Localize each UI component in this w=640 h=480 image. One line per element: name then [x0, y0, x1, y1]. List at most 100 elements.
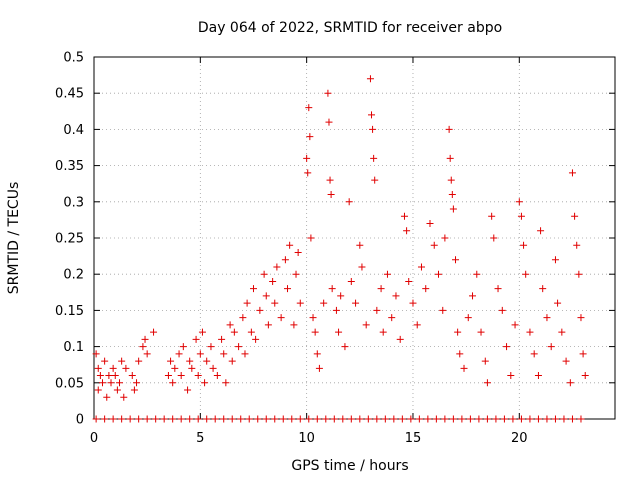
data-point	[92, 350, 100, 358]
data-point	[120, 393, 128, 401]
data-point	[241, 350, 249, 358]
baseline-point	[228, 415, 236, 423]
data-point	[169, 379, 177, 387]
data-point	[335, 328, 343, 336]
data-point	[490, 234, 498, 242]
data-point	[188, 364, 196, 372]
data-point	[118, 357, 126, 365]
data-point	[239, 314, 247, 322]
baseline-point	[568, 415, 576, 423]
baseline-point	[254, 415, 262, 423]
data-point	[547, 343, 555, 351]
y-tick-label: 0	[76, 413, 84, 428]
data-point	[520, 241, 528, 249]
data-point	[522, 270, 530, 278]
baseline-point	[237, 415, 245, 423]
data-point	[113, 386, 121, 394]
data-point	[139, 343, 147, 351]
data-point	[94, 364, 102, 372]
data-point	[207, 343, 215, 351]
data-point	[373, 306, 381, 314]
data-point	[571, 212, 579, 220]
x-tick-label: 0	[90, 431, 98, 446]
data-point	[447, 176, 455, 184]
baseline-point	[364, 415, 372, 423]
data-point	[573, 241, 581, 249]
data-point	[388, 314, 396, 322]
baseline-point	[356, 415, 364, 423]
data-point	[539, 285, 547, 293]
data-point	[313, 350, 321, 358]
data-point	[337, 292, 345, 300]
baseline-point	[432, 415, 440, 423]
data-point	[454, 328, 462, 336]
y-tick-label: 0.05	[55, 376, 84, 391]
x-tick-label: 20	[511, 431, 528, 446]
data-point	[409, 299, 417, 307]
chart-title: Day 064 of 2022, SRMTID for receiver abp…	[198, 20, 502, 36]
data-point	[167, 357, 175, 365]
baseline-point	[441, 415, 449, 423]
data-point	[434, 270, 442, 278]
data-point	[281, 256, 289, 264]
data-point	[503, 343, 511, 351]
data-point	[247, 328, 255, 336]
data-point	[273, 263, 281, 271]
data-point	[220, 350, 228, 358]
data-point	[175, 350, 183, 358]
data-point	[362, 321, 370, 329]
data-point	[222, 379, 230, 387]
baseline-point	[109, 415, 117, 423]
data-points	[92, 75, 589, 423]
data-point	[213, 372, 221, 380]
baseline-point	[398, 415, 406, 423]
data-point	[286, 241, 294, 249]
baseline-point	[483, 415, 491, 423]
data-point	[449, 205, 457, 213]
data-point	[554, 299, 562, 307]
baseline-point	[407, 415, 415, 423]
data-point	[488, 212, 496, 220]
data-point	[494, 285, 502, 293]
baseline-point	[492, 415, 500, 423]
data-point	[252, 335, 260, 343]
baseline-point	[135, 415, 143, 423]
data-point	[209, 364, 217, 372]
data-point	[400, 212, 408, 220]
data-point	[196, 350, 204, 358]
data-point	[306, 133, 314, 141]
data-point	[566, 379, 574, 387]
data-point	[315, 364, 323, 372]
data-point	[537, 227, 545, 235]
y-tick-label: 0.5	[63, 51, 84, 66]
data-point	[256, 306, 264, 314]
data-point	[327, 191, 335, 199]
baseline-point	[279, 415, 287, 423]
data-point	[413, 321, 421, 329]
data-point	[177, 372, 185, 380]
data-point	[304, 169, 312, 177]
data-point	[371, 176, 379, 184]
data-point	[230, 328, 238, 336]
data-point	[116, 379, 124, 387]
data-point	[294, 248, 302, 256]
data-point	[243, 299, 251, 307]
y-tick-label: 0.15	[55, 304, 84, 319]
data-point	[534, 372, 542, 380]
data-point	[122, 364, 130, 372]
data-point	[345, 198, 353, 206]
data-point	[498, 306, 506, 314]
data-point	[186, 357, 194, 365]
baseline-point	[560, 415, 568, 423]
data-point	[198, 328, 206, 336]
data-point	[111, 372, 119, 380]
baseline-point	[534, 415, 542, 423]
data-point	[184, 386, 192, 394]
x-tick-label: 15	[405, 431, 422, 446]
data-point	[320, 299, 328, 307]
data-point	[439, 306, 447, 314]
data-point	[164, 372, 172, 380]
baseline-point	[92, 415, 100, 423]
baseline-point	[262, 415, 270, 423]
data-point	[260, 270, 268, 278]
